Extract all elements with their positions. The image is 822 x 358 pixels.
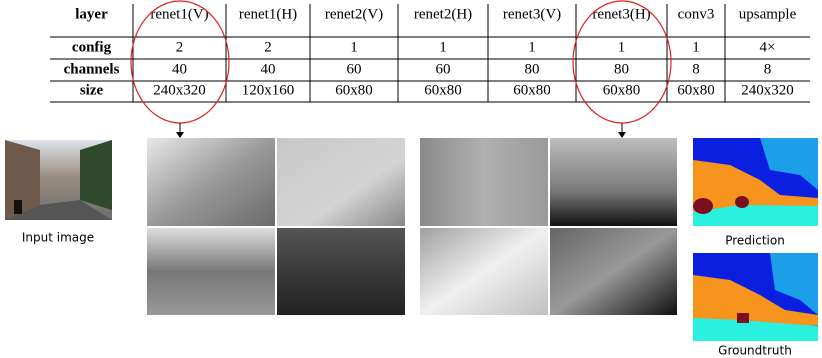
table-cell: 60x80 (677, 82, 715, 98)
caption: Groundtruth (718, 344, 792, 358)
caption: Prediction (725, 234, 785, 248)
table-cell: 4× (760, 39, 776, 55)
row-label: size (80, 82, 104, 98)
figure: layer renet1(V) renet1(H) renet2(V) renet2(H… (0, 0, 822, 358)
groundtruth-image (693, 253, 818, 341)
table-header: renet2(V) (325, 6, 383, 22)
table-cell: 60 (436, 61, 451, 77)
table-cell: 1 (692, 39, 700, 55)
table-header: renet1(H) (239, 6, 297, 22)
table-header: layer (75, 6, 108, 22)
table-cell: 240x320 (741, 82, 794, 98)
arrow-head (618, 132, 626, 138)
table-cell: 2 (176, 39, 184, 55)
feature-maps-renet3 (420, 138, 677, 315)
table-cell: 60 (347, 61, 362, 77)
table-cell: 60x80 (424, 82, 462, 98)
row-label: config (72, 39, 112, 55)
table-header: upsample (739, 6, 797, 22)
table-header: renet2(H) (414, 6, 472, 22)
caption: Input image (22, 231, 94, 245)
table-cell: 40 (261, 61, 276, 77)
table-cell: 2 (264, 39, 272, 55)
table-cell: 40 (172, 61, 187, 77)
table-header: conv3 (678, 6, 715, 22)
table-cell: 60x80 (603, 82, 641, 98)
table-cell: 120x160 (242, 82, 295, 98)
table: layer renet1(V) renet1(H) renet2(V) renet2(H… (50, 4, 810, 102)
table-cell: 8 (692, 61, 700, 77)
arrow-head (176, 132, 184, 138)
table-cell: 1 (618, 39, 626, 55)
table-cell: 8 (764, 61, 772, 77)
table-cell: 1 (439, 39, 447, 55)
row-label: channels (64, 61, 120, 77)
table-cell: 60x80 (335, 82, 373, 98)
table-header: renet1(V) (150, 6, 208, 22)
table-cell: 80 (525, 61, 540, 77)
prediction-image (693, 138, 818, 226)
table-cell: 60x80 (513, 82, 551, 98)
table-cell: 1 (350, 39, 358, 55)
table-header: renet3(V) (503, 6, 561, 22)
table-cell: 240x320 (153, 82, 206, 98)
table-cell: 1 (528, 39, 536, 55)
feature-maps-renet1 (147, 138, 405, 315)
table-header: renet3(H) (592, 6, 650, 22)
input-image (5, 140, 112, 220)
table-cell: 80 (614, 61, 629, 77)
